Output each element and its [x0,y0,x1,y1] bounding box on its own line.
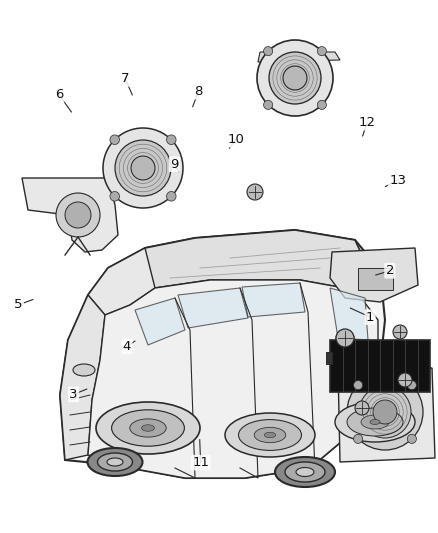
Ellipse shape [296,467,314,477]
Ellipse shape [285,462,325,482]
Text: 9: 9 [170,158,179,171]
Polygon shape [258,52,340,62]
Circle shape [264,100,273,109]
Text: 7: 7 [121,72,130,85]
Ellipse shape [88,448,142,476]
Circle shape [398,373,412,387]
Ellipse shape [336,332,354,344]
Text: 5: 5 [14,298,23,311]
Circle shape [103,128,183,208]
Ellipse shape [254,427,286,443]
Circle shape [131,156,155,180]
Polygon shape [118,230,370,305]
Polygon shape [60,230,385,478]
Circle shape [336,329,354,347]
Text: 6: 6 [55,88,64,101]
Bar [358,268,393,290]
Circle shape [359,386,411,438]
Circle shape [115,140,171,196]
Text: 4: 4 [123,340,131,353]
Ellipse shape [225,413,315,457]
Circle shape [353,381,363,390]
Ellipse shape [239,419,301,450]
Circle shape [355,401,369,415]
Ellipse shape [141,425,155,431]
Text: 13: 13 [389,174,406,187]
Polygon shape [330,248,418,302]
Ellipse shape [265,432,276,438]
Ellipse shape [335,402,415,442]
Polygon shape [178,288,248,328]
Circle shape [283,66,307,90]
Polygon shape [88,248,155,315]
Circle shape [373,400,397,424]
Circle shape [110,191,120,201]
Polygon shape [22,178,118,252]
Text: 3: 3 [69,388,78,401]
Circle shape [407,381,417,390]
Text: 2: 2 [385,264,394,277]
Ellipse shape [361,415,389,429]
Ellipse shape [275,457,335,487]
Ellipse shape [73,364,95,376]
Polygon shape [330,288,368,340]
Circle shape [166,191,176,201]
Circle shape [65,202,91,228]
Circle shape [353,434,363,443]
Ellipse shape [370,419,380,424]
Polygon shape [135,298,185,345]
Text: 8: 8 [194,85,203,98]
Polygon shape [338,368,435,462]
Circle shape [166,135,176,144]
Bar [326,352,332,364]
Polygon shape [88,280,378,478]
Polygon shape [60,295,105,460]
Bar [330,340,430,392]
Text: 1: 1 [366,311,374,324]
Text: 10: 10 [227,133,244,146]
Text: 12: 12 [359,116,375,129]
Circle shape [317,46,326,55]
Circle shape [407,434,417,443]
Circle shape [393,325,407,339]
Ellipse shape [96,402,200,454]
Circle shape [264,46,273,55]
Ellipse shape [130,419,166,437]
Circle shape [347,374,423,450]
Circle shape [257,40,333,116]
Circle shape [56,193,100,237]
Circle shape [247,184,263,200]
Circle shape [110,135,120,144]
Circle shape [317,100,326,109]
Ellipse shape [112,410,184,446]
Circle shape [269,52,321,104]
Ellipse shape [107,458,123,466]
Polygon shape [242,283,305,317]
Ellipse shape [347,408,403,436]
Text: 11: 11 [192,456,209,469]
Ellipse shape [98,453,133,471]
